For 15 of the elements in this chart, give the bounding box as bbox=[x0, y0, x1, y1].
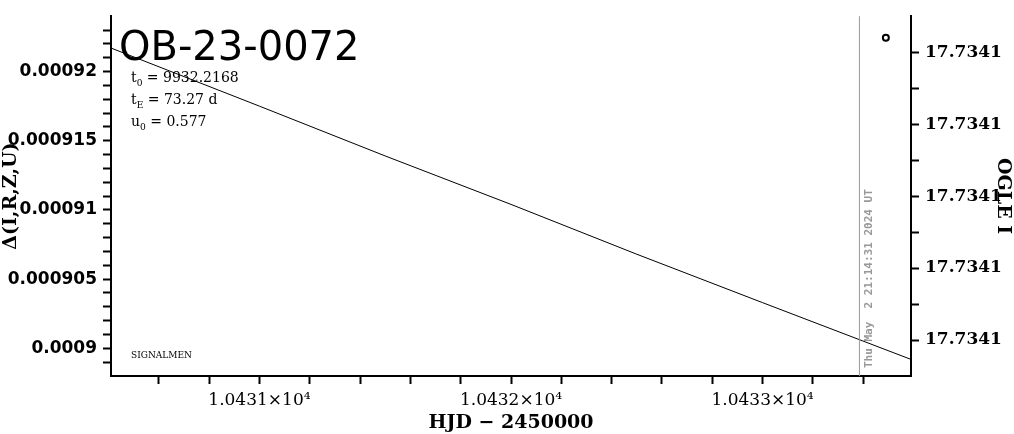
annotation: SIGNALMEN bbox=[131, 350, 193, 360]
chart-title: OB-23-0072 bbox=[119, 23, 360, 70]
y2-tick-label: 17.7341 bbox=[925, 112, 1002, 133]
x-tick-label: 1.0433×10⁴ bbox=[711, 388, 814, 409]
x-tick-label: 1.0432×10⁴ bbox=[459, 388, 563, 409]
y-tick-label: 0.000905 bbox=[7, 267, 97, 288]
y2-tick-label: 17.7341 bbox=[925, 328, 1002, 349]
y-tick-label: 0.0009 bbox=[31, 336, 97, 357]
x-tick-label: 1.0431×10⁴ bbox=[208, 388, 311, 409]
y-tick-label: 0.00092 bbox=[19, 59, 97, 80]
y2-tick-label: 17.7341 bbox=[925, 256, 1002, 277]
y-tick-label: 0.00091 bbox=[19, 198, 97, 219]
x-axis-title: HJD − 2450000 bbox=[428, 409, 594, 432]
annotation: Thu May 2 21:14:31 2024 UT bbox=[862, 188, 876, 368]
y2-tick-label: 17.7341 bbox=[925, 40, 1002, 61]
